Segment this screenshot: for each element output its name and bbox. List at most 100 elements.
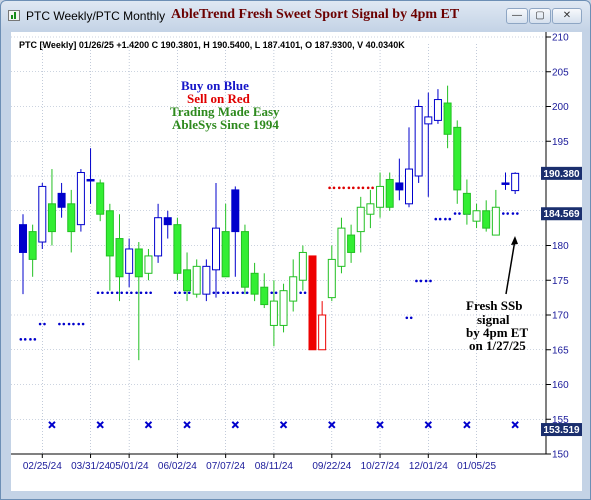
price-labels: 190.380 184.569 153.519: [541, 166, 582, 437]
candle-body: [19, 224, 27, 253]
blue-stop-dot: [434, 217, 438, 221]
candle-body: [212, 227, 220, 271]
candle-body: [105, 210, 114, 257]
candle-body: [395, 182, 404, 191]
date-label: 02/25/24: [23, 461, 62, 472]
y-tick-label: 155: [552, 415, 569, 426]
blue-stop-dot: [81, 322, 85, 326]
maximize-button[interactable]: ▢: [529, 8, 551, 24]
candle-body: [405, 168, 413, 205]
blue-stop-dot: [19, 338, 23, 341]
blue-stop-dot: [178, 291, 181, 295]
blue-stop-dot: [149, 291, 152, 295]
candle-body: [134, 248, 143, 278]
red-stop-dot: [347, 186, 351, 190]
fresh-ssb-line-2: signal: [477, 312, 510, 327]
red-stop-dot: [361, 186, 365, 190]
chart-app-icon: [8, 10, 20, 21]
blue-stop-dot: [506, 212, 510, 215]
date-label: 12/01/24: [409, 461, 448, 472]
title-bar[interactable]: PTC Weekly/PTC Monthly AbleTrend Fresh S…: [1, 1, 590, 31]
blue-stop-dot: [299, 291, 302, 295]
blue-stop-dot: [144, 291, 148, 295]
candle-body: [511, 172, 520, 192]
red-stop-dot: [357, 186, 360, 190]
blue-stop-dot: [245, 291, 249, 295]
blue-stop-dot: [96, 291, 100, 295]
x-mark: [511, 421, 519, 429]
axis-background: [546, 32, 582, 491]
candles: [19, 85, 520, 361]
date-labels: 02/25/24 03/31/24 05/01/24 06/02/24 07/07/24…: [23, 454, 496, 472]
candle-body: [144, 255, 153, 274]
date-label: 03/31/24: [71, 461, 110, 472]
buy-on-blue-text: Buy on Blue: [181, 78, 249, 93]
info-line: PTC [Weekly] 01/26/25 +1.4200 C 190.3801…: [19, 40, 405, 50]
blue-stop-dot: [116, 291, 119, 295]
blue-stop-dot: [419, 279, 423, 283]
candle-body: [279, 290, 288, 326]
blue-stop-dot: [222, 291, 225, 295]
candle-body: [366, 203, 375, 215]
candle-body: [173, 224, 182, 274]
plot-background: [11, 32, 582, 491]
signal-arrow: [505, 236, 518, 295]
candle-body: [347, 234, 356, 253]
blue-stop-dot: [502, 212, 505, 215]
blue-stop-dot: [236, 291, 239, 295]
candle-body: [327, 258, 336, 299]
candle-body: [28, 231, 37, 260]
candle-body: [125, 248, 134, 274]
candlestick-chart[interactable]: 150155160165170175180185190195200205210 …: [11, 32, 582, 491]
blue-stop-dot: [23, 338, 27, 341]
x-mark: [48, 421, 56, 429]
x-mark: [183, 421, 191, 429]
candle-body: [424, 116, 433, 125]
price-label-box: [541, 207, 582, 221]
candle-body: [433, 99, 442, 121]
date-label: 08/11/24: [255, 461, 294, 472]
ablesys-since-text: AbleSys Since 1994: [172, 117, 279, 132]
minimize-button[interactable]: —: [506, 8, 528, 24]
fresh-ssb-line-4: on 1/27/25: [469, 338, 526, 353]
red-stop-dot: [337, 186, 341, 190]
chart-plot[interactable]: 150155160165170175180185190195200205210 …: [11, 32, 582, 491]
close-icon: ✕: [562, 10, 572, 21]
candle-body: [501, 182, 510, 185]
red-stop-dot: [366, 186, 370, 190]
candle-body: [260, 286, 269, 306]
y-tick-label: 150: [552, 450, 569, 461]
blue-stop-dot: [120, 291, 123, 295]
y-tick-label: 175: [552, 276, 569, 287]
candle-body: [76, 172, 85, 226]
candle-body: [298, 251, 307, 281]
candle-body: [414, 106, 423, 177]
red-stop-dot: [332, 186, 336, 190]
x-mark: [96, 421, 104, 429]
candle-body: [38, 185, 47, 243]
blue-stop-dot: [270, 291, 274, 295]
x-mark: [144, 421, 153, 429]
date-label: 05/01/24: [110, 461, 149, 472]
blue-stop-dot: [72, 322, 75, 326]
blue-stop-dot: [458, 212, 461, 215]
blue-stop-dot: [58, 322, 61, 326]
fresh-ssb-line-1: Fresh SSb: [466, 298, 523, 313]
sell-on-red-text: Sell on Red: [187, 91, 250, 106]
blue-stop-dot: [183, 291, 187, 295]
blue-stop-dot: [125, 291, 129, 295]
candle-body: [269, 300, 278, 326]
close-button[interactable]: ✕: [552, 8, 582, 24]
candle-body: [491, 206, 500, 236]
x-mark: [231, 421, 240, 429]
blue-stop-dot: [511, 212, 515, 215]
blue-stop-dot: [77, 322, 80, 326]
candle-body: [57, 192, 66, 208]
window-title: PTC Weekly/PTC Monthly: [26, 9, 166, 23]
blue-stop-dot: [173, 291, 177, 295]
candle-body: [202, 265, 211, 295]
y-tick-label: 205: [552, 67, 569, 78]
y-tick-label: 160: [552, 380, 569, 391]
x-mark: [376, 421, 384, 429]
